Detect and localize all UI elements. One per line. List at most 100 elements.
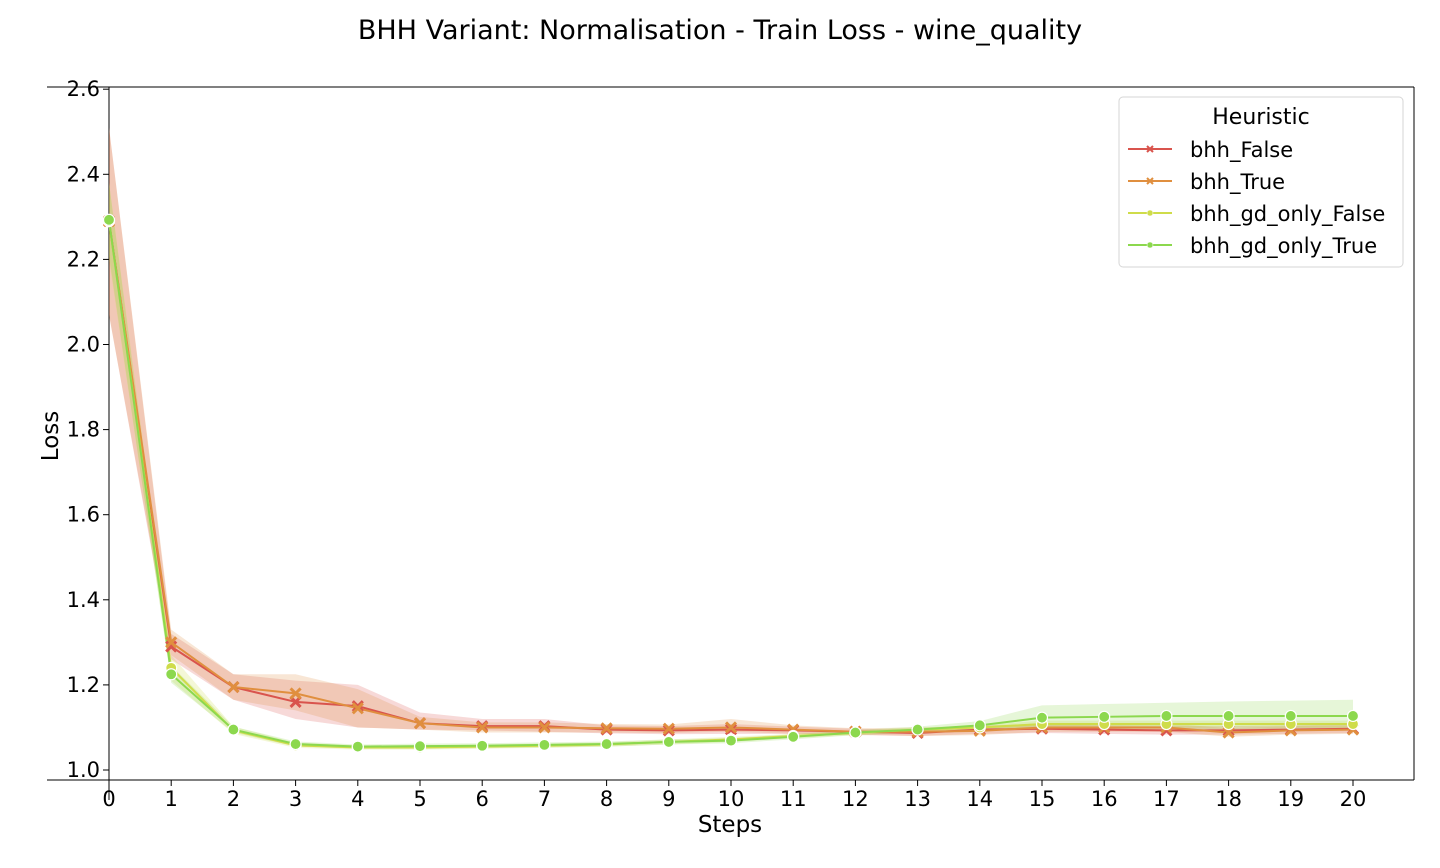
x-axis-label: Steps xyxy=(698,812,762,838)
data-point-bhh_gd_only_True xyxy=(1284,709,1297,723)
x-tick-label: 1 xyxy=(165,787,178,811)
data-point-bhh_False xyxy=(165,640,178,653)
series-line-bhh_gd_only_True xyxy=(108,219,1353,748)
series-line-bhh_gd_only_False xyxy=(108,220,1353,749)
marker-stroke xyxy=(165,636,178,649)
y-tick-label: 2.0 xyxy=(67,333,100,357)
data-point-bhh_True xyxy=(413,717,427,730)
data-point-bhh_gd_only_True xyxy=(413,740,427,753)
data-point-bhh_True xyxy=(724,721,738,734)
legend: Heuristic bhh_False bhh_True bhh_gd_only_F… xyxy=(1118,96,1404,268)
chart-title: BHH Variant: Normalisation - Train Loss … xyxy=(358,15,1082,46)
marker-stroke xyxy=(724,721,738,734)
x-tick-label: 19 xyxy=(1277,787,1304,811)
y-tick-label: 1.6 xyxy=(67,503,100,527)
data-point-bhh_gd_only_True xyxy=(1346,709,1360,723)
data-point-bhh_False xyxy=(351,700,364,713)
marker-stroke xyxy=(289,687,302,700)
y-tick-label: 2.4 xyxy=(67,162,100,186)
x-tick-label: 9 xyxy=(662,787,675,811)
marker-stroke xyxy=(600,722,613,735)
y-tick-label: 1.4 xyxy=(67,588,100,612)
legend-entries: bhh_False bhh_True bhh_gd_only_False bhh_gd… xyxy=(1128,138,1385,259)
data-point-bhh_gd_only_True xyxy=(724,734,738,747)
data-point-bhh_gd_only_True xyxy=(787,730,800,743)
data-point-bhh_True xyxy=(600,722,613,735)
marker-stroke xyxy=(662,722,675,735)
y-tick-label: 2.6 xyxy=(67,77,100,101)
data-point-bhh_gd_only_True xyxy=(973,719,986,732)
series-line-bhh_True xyxy=(108,220,1354,734)
data-point-bhh_gd_only_True xyxy=(600,737,613,751)
data-point-bhh_True xyxy=(1222,726,1235,739)
marker-stroke xyxy=(165,640,178,653)
data-point-bhh_False xyxy=(724,723,738,736)
x-tick-label: 14 xyxy=(966,787,993,811)
data-point-bhh_gd_only_True xyxy=(227,723,240,736)
marker-stroke xyxy=(724,723,738,736)
x-tick-label: 0 xyxy=(102,787,115,811)
legend-label-bhh_False: bhh_False xyxy=(1190,138,1293,163)
x-tick-label: 16 xyxy=(1091,787,1118,811)
data-point-bhh_True xyxy=(351,702,364,715)
x-tick-label: 10 xyxy=(718,787,745,811)
x-tick-label: 11 xyxy=(780,787,807,811)
marker-stroke xyxy=(413,717,427,730)
legend-label-bhh_gd_only_False: bhh_gd_only_False xyxy=(1190,202,1385,227)
legend-marker-bhh_True xyxy=(1146,177,1154,185)
data-point-bhh_gd_only_True xyxy=(911,723,924,736)
data-point-bhh_True xyxy=(538,721,551,734)
legend-label-bhh_True: bhh_True xyxy=(1190,170,1285,195)
x-tick-label: 4 xyxy=(351,787,364,811)
marker-stroke xyxy=(351,700,364,713)
marker-stroke xyxy=(1146,177,1154,185)
x-tick-label: 6 xyxy=(476,787,489,811)
data-point-bhh_gd_only_True xyxy=(538,738,551,751)
data-point-bhh_True xyxy=(289,687,302,700)
data-point-bhh_gd_only_True xyxy=(1222,709,1235,723)
x-tick-label: 3 xyxy=(289,787,302,811)
data-point-bhh_gd_only_True xyxy=(662,735,675,749)
x-tick-label: 17 xyxy=(1153,787,1180,811)
legend-title: Heuristic xyxy=(1212,105,1309,130)
data-point-bhh_gd_only_True xyxy=(849,726,862,739)
y-axis-ticks: 1.0 1.2 1.4 1.6 1.8 2.0 2.2 2.4 2.6 xyxy=(67,77,109,782)
x-tick-label: 20 xyxy=(1340,787,1367,811)
x-tick-label: 2 xyxy=(227,787,240,811)
y-tick-label: 1.8 xyxy=(67,418,100,442)
x-axis-ticks: 0 1 2 3 4 5 6 7 8 9 10 11 12 13 14 15 16 17 18 19 20 xyxy=(102,780,1366,811)
confidence-band-bhh_gd_only_False xyxy=(109,182,1353,750)
marker-stroke xyxy=(351,702,364,715)
marker-stroke xyxy=(1222,726,1235,739)
confidence-band-bhh_gd_only_True xyxy=(109,182,1353,749)
x-tick-label: 8 xyxy=(600,787,613,811)
x-tick-label: 18 xyxy=(1215,787,1242,811)
data-point-bhh_gd_only_True xyxy=(476,739,489,752)
data-point-bhh_gd_only_True xyxy=(1160,709,1173,723)
marker-stroke xyxy=(476,721,489,734)
confidence-band-bhh_True xyxy=(109,127,1353,737)
data-point-bhh_True xyxy=(165,636,178,649)
marker-stroke xyxy=(227,680,240,694)
data-point-bhh_True xyxy=(662,722,675,735)
confidence-bands xyxy=(109,127,1353,750)
data-point-bhh_gd_only_True xyxy=(351,740,364,753)
legend-box xyxy=(1118,96,1404,268)
data-point-bhh_gd_only_True xyxy=(165,668,178,681)
legend-marker-bhh_gd_only_False xyxy=(1146,209,1154,217)
data-point-bhh_True xyxy=(476,721,489,734)
x-tick-label: 7 xyxy=(538,787,551,811)
legend-marker-bhh_gd_only_True xyxy=(1146,241,1154,249)
x-tick-label: 13 xyxy=(904,787,931,811)
data-point-bhh_gd_only_True xyxy=(1098,710,1111,723)
y-tick-label: 1.2 xyxy=(67,673,100,697)
x-tick-label: 15 xyxy=(1029,787,1056,811)
legend-marker-bhh_False xyxy=(1146,145,1154,153)
data-point-bhh_gd_only_True xyxy=(1035,711,1049,724)
data-point-bhh_True xyxy=(227,680,240,694)
y-tick-label: 2.2 xyxy=(67,247,100,271)
y-axis-label: Loss xyxy=(38,411,64,461)
series-markers xyxy=(102,213,1360,754)
